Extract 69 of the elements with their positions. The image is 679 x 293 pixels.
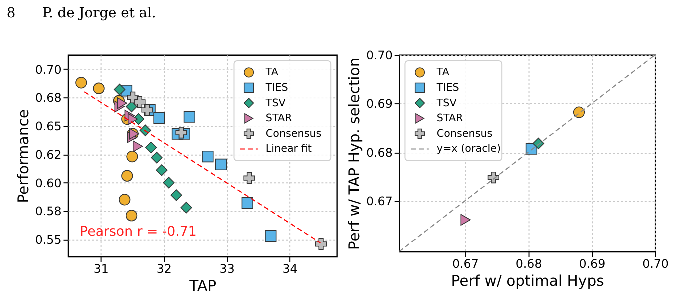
point	[156, 164, 168, 176]
y-tick-label: 0.70	[35, 62, 62, 77]
text: 8	[6, 6, 16, 22]
x-tick-label: 0.67	[452, 257, 479, 272]
y-tick-label: 0.68	[35, 91, 62, 106]
point	[151, 152, 163, 164]
y-tick-label: 0.65	[35, 120, 62, 134]
y-tick-label: 0.70	[366, 48, 393, 63]
y-tick-label: 0.68	[366, 146, 393, 160]
point	[244, 172, 256, 184]
point	[76, 77, 88, 89]
y-tick-label: 0.67	[366, 194, 393, 209]
y-tick-label: 0.62	[35, 148, 62, 162]
x-tick-label: 34	[282, 262, 298, 276]
x-tick-label: 33	[220, 262, 235, 276]
point	[93, 82, 105, 94]
point	[122, 170, 134, 182]
x-tick-label: 32	[156, 262, 172, 276]
legend-label: TA	[264, 66, 278, 79]
legend-label: TIES	[264, 82, 288, 94]
legend-label: TSV	[436, 97, 457, 110]
y-tick-label: 0.69	[366, 97, 393, 112]
point	[142, 104, 154, 116]
point	[126, 150, 138, 163]
point	[128, 113, 138, 126]
x-axis-title: Perf w/ optimal Hyps	[451, 272, 604, 290]
point	[163, 177, 175, 189]
point	[315, 238, 328, 250]
y-axis-title: Performance	[15, 109, 32, 204]
point	[126, 210, 138, 222]
point	[117, 98, 128, 110]
x-tick-label: 0.70	[642, 257, 669, 272]
text: P. de Jorge et al.	[42, 6, 156, 22]
legend-label: TSV	[264, 97, 286, 110]
x-tick-label: 0.69	[579, 257, 606, 272]
point	[134, 96, 146, 108]
y-tick-label: 0.60	[35, 176, 62, 190]
point	[242, 198, 254, 210]
point	[573, 106, 586, 118]
x-tick-label: 0.68	[516, 257, 542, 272]
annotation: Pearson r = -0.71	[80, 224, 197, 240]
point	[202, 150, 214, 163]
legend-label: Consensus	[436, 128, 493, 140]
y-axis-title: Perf w/ TAP Hyp. selection	[346, 58, 364, 250]
point	[488, 172, 500, 184]
point	[265, 230, 277, 242]
point	[215, 158, 227, 171]
point	[184, 111, 196, 123]
legend-label: TA	[436, 66, 450, 79]
legend-label: Linear fit	[266, 143, 312, 156]
point	[460, 214, 471, 226]
x-tick-label: 31	[94, 262, 109, 276]
legend-label: STAR	[436, 112, 464, 125]
point	[176, 127, 188, 139]
point	[145, 142, 158, 154]
y-tick-label: 0.58	[35, 204, 62, 219]
point	[133, 140, 144, 152]
legend-label: STAR	[266, 112, 292, 125]
point	[119, 194, 131, 206]
point	[180, 202, 192, 214]
point	[114, 84, 126, 96]
legend-label: y=x (oracle)	[436, 143, 502, 156]
point	[532, 138, 544, 150]
point	[170, 190, 182, 202]
legend-label: Consensus	[266, 128, 322, 140]
point	[154, 112, 166, 124]
legend-label: TIES	[436, 82, 460, 94]
x-axis-title: TAP	[188, 278, 217, 293]
y-tick-label: 0.55	[35, 233, 62, 248]
